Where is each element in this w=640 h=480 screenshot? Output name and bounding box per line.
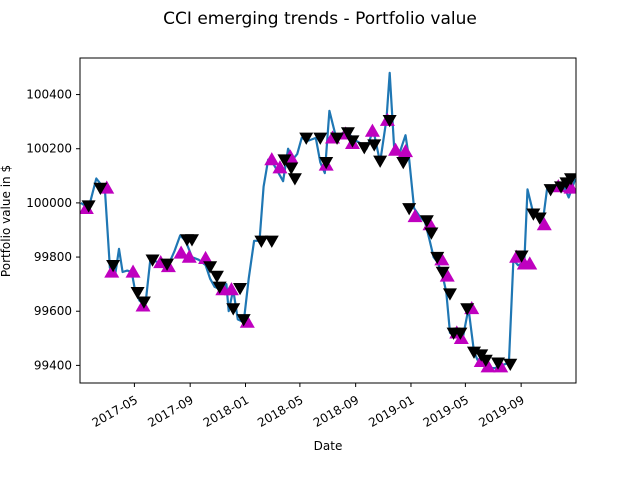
sell-marker [564,173,576,186]
buy-marker [422,217,438,231]
portfolio-value-line [80,71,576,370]
buy-marker [198,250,214,265]
sell-marker [209,270,224,284]
buy-marker [536,217,552,231]
sell-marker [491,357,506,370]
sell-marker [345,135,360,148]
y-tick-label: 99600 [34,304,72,318]
buy-marker [223,282,239,296]
buy-marker [181,249,197,263]
y-tick-label: 99400 [34,358,72,372]
buy-marker [407,208,423,223]
sell-marker [460,303,475,316]
sell-marker [402,203,417,216]
sell-marker [435,266,450,279]
sell-marker [430,251,445,265]
buy-marker [364,123,380,137]
plot-frame [79,57,577,384]
buy-marker [439,268,455,282]
x-tick-label: 2017-09 [145,393,195,430]
x-axis-label: Date [314,439,343,453]
sell-marker [330,132,345,145]
buy-marker [272,160,288,174]
sell-marker [254,235,269,248]
sell-marker [81,200,96,213]
sell-marker [236,314,251,327]
y-tick-label: 100000 [26,196,72,210]
x-tick-label: 2019-01 [366,393,416,430]
buy-marker [173,245,189,259]
buy-marker [388,142,404,156]
buy-marker [398,143,414,158]
sell-marker [357,142,372,155]
buy-marker [480,359,496,373]
y-tick-label: 100200 [26,142,72,156]
sell-marker [313,132,328,145]
plot-area [80,71,576,373]
x-tick-label: 2018-01 [201,393,251,430]
sell-marker [130,287,145,300]
y-tick-label: 100400 [26,88,72,102]
sell-marker [287,173,302,186]
sell-marker [367,139,382,152]
y-axis: 99400 99600 99800 100000 100200 100400 [26,88,80,372]
sell-marker [543,184,558,197]
buy-marker [522,256,538,270]
sell-marker [145,254,160,267]
sell-marker [419,215,434,228]
buy-marker [563,180,576,194]
sell-marker [106,259,121,273]
sell-marker [160,258,175,271]
sell-marker [284,162,299,175]
y-axis-label: Portfolio value in $ [0,165,13,277]
sell-marker [382,115,397,128]
sell-marker [226,303,241,316]
sell-marker [233,282,248,296]
sell-marker [373,155,388,168]
x-tick-label: 2019-05 [421,393,471,430]
sell-marker [319,157,334,170]
buy-marker [104,264,120,278]
sell-marker [396,157,411,170]
x-tick-label: 2018-09 [311,393,361,430]
sell-marker [93,182,108,195]
sell-marker [478,354,493,367]
buy-marker [493,359,509,373]
sell-marker [424,227,439,240]
sell-marker [136,296,151,309]
sell-marker [277,154,292,167]
sell-marker [212,281,227,294]
sell-marker [442,288,457,301]
x-axis: 2017-05 2017-09 2018-01 2018-05 2018-09 2019-… [90,383,527,430]
sell-marker [453,327,468,340]
x-tick-label: 2017-05 [90,393,140,430]
buy-marker [125,264,141,278]
sell-marker [514,250,529,263]
buy-marker [264,152,280,166]
chart-title: CCI emerging trends - Portfolio value [163,9,477,29]
x-tick-label: 2018-05 [255,393,305,430]
sell-marker [184,234,199,247]
sell-marker [264,235,279,248]
sell-marker [203,261,218,274]
y-tick-label: 99800 [34,250,72,264]
sell-marker [340,127,355,140]
x-tick-label: 2019-09 [476,393,526,430]
sell-marker [532,212,547,225]
sell-marker [526,208,541,221]
sell-marker [503,358,518,372]
sell-marker [299,132,314,145]
